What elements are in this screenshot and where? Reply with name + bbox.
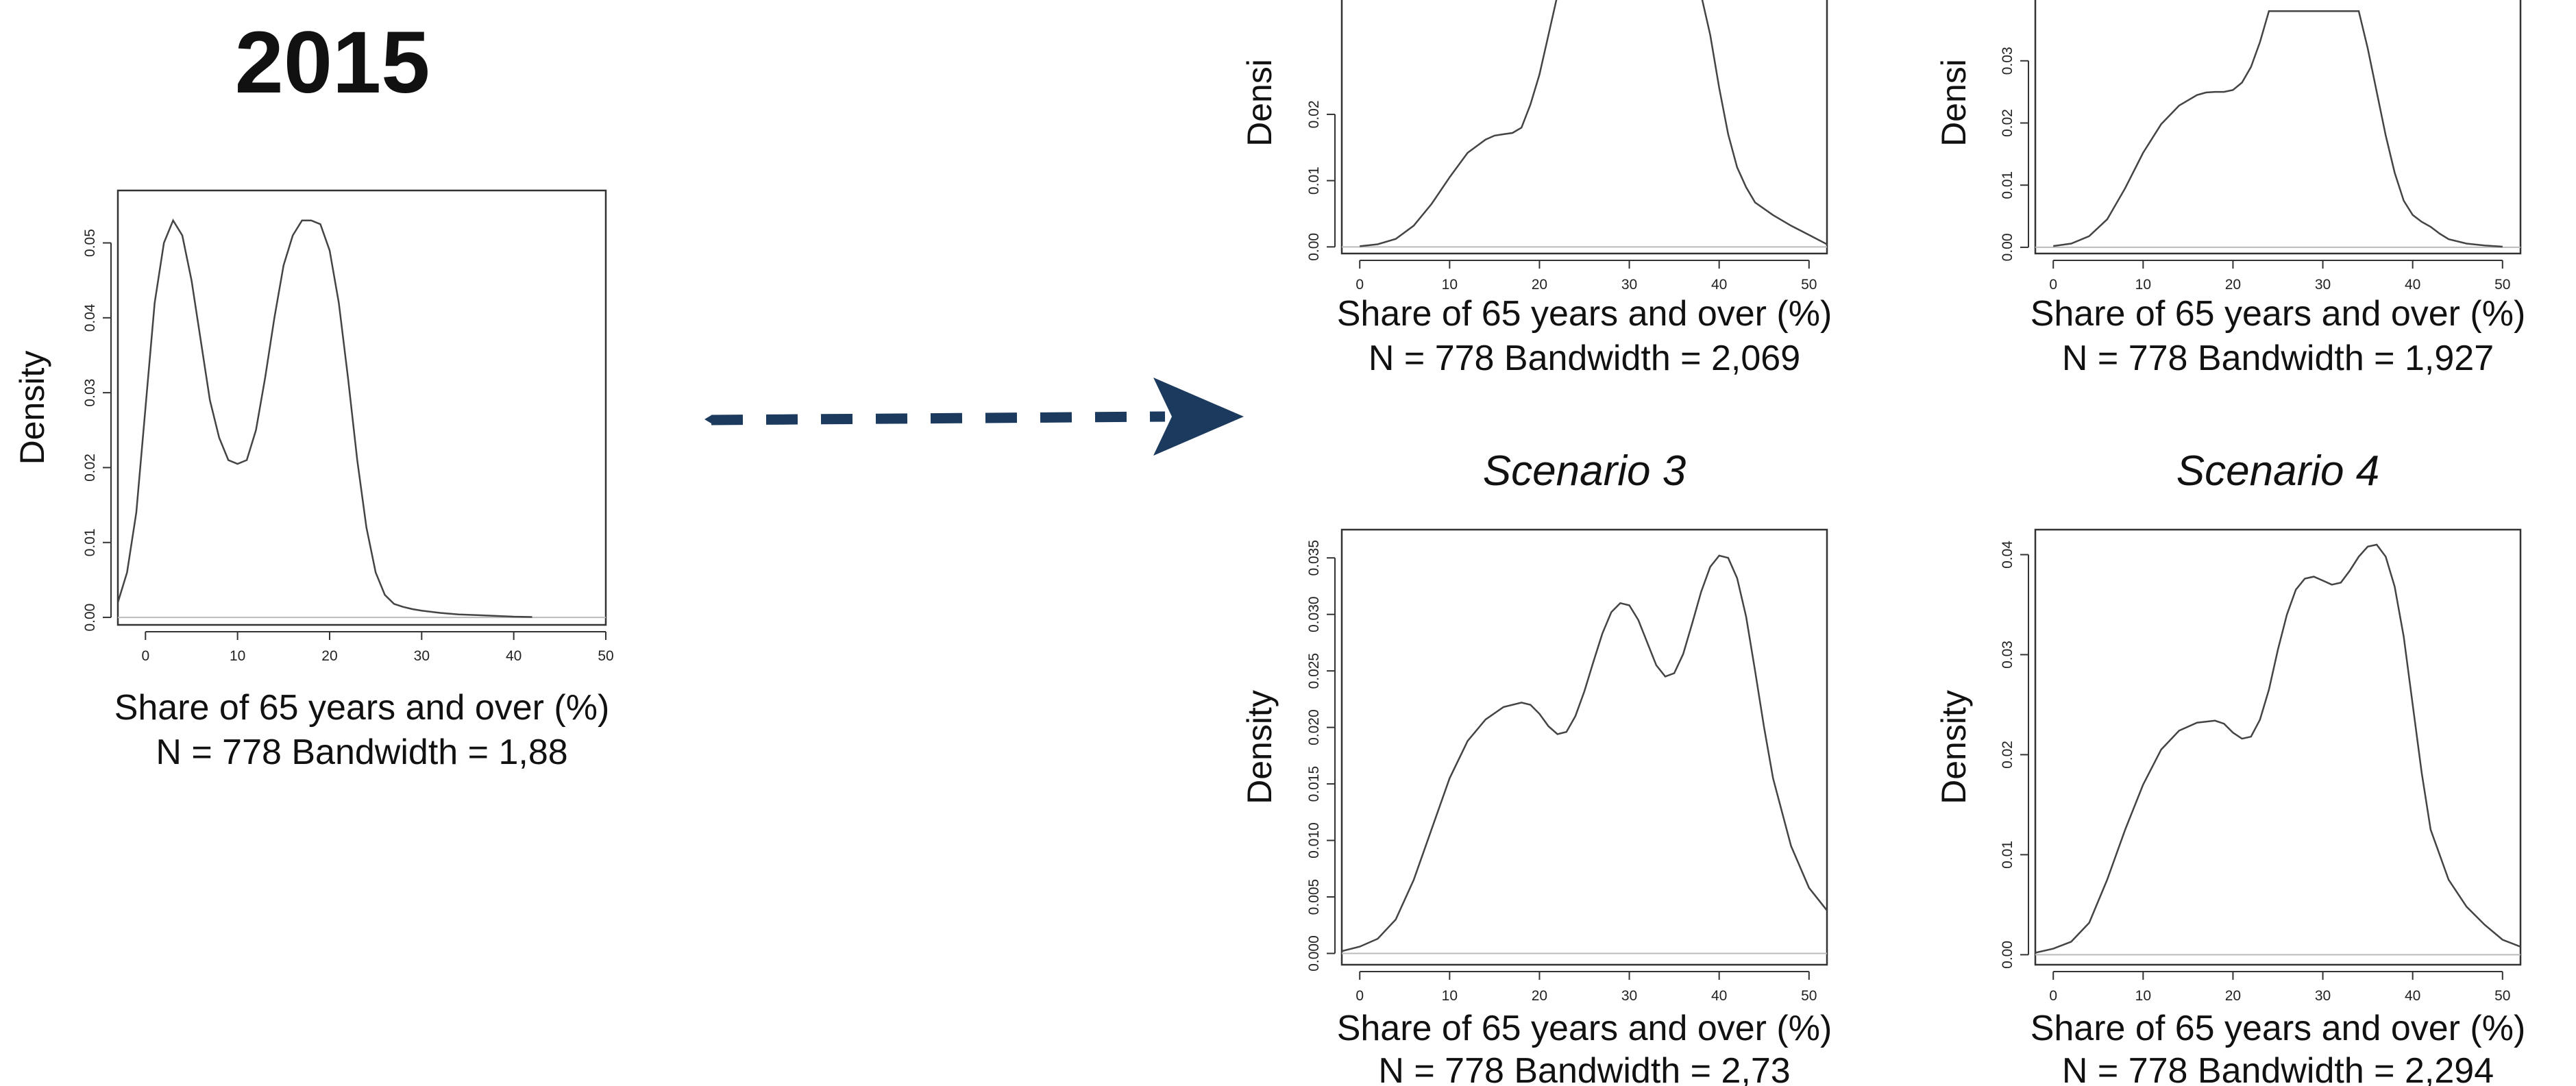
density-curve [2053,10,2503,248]
density-panel-s2: 0 10 20 30 40 50 0.00 0.01 0.02 0.03 Densi Share of… [1935,0,2525,378]
y-tick-label: 0.03 [82,379,98,407]
y-tick-label: 0.035 [1306,540,1322,576]
y-axis-label: Densi [1935,59,1973,147]
scenario-title: Scenario 3 [1483,447,1686,495]
x-tick-label: 0 [1356,277,1364,293]
projection-arrow [704,378,1244,456]
x-axis-label: Share of 65 years and over (%) [114,688,610,728]
bandwidth-subtitle: N = 778 Bandwidth = 2,73 [1378,1051,1790,1086]
x-tick-label: 30 [414,648,430,664]
y-tick-label: 0.010 [1306,822,1322,859]
y-tick-label: 0.00 [82,604,98,632]
y-tick-label: 0.015 [1306,766,1322,802]
x-tick-label: 20 [2225,988,2241,1004]
x-tick-label: 50 [1801,988,1817,1004]
density-curve [118,218,532,618]
y-tick-label: 0.025 [1306,653,1322,689]
x-tick-label: 10 [230,648,245,664]
x-tick-label: 30 [1621,277,1637,293]
density-panel-p2015: 0 10 20 30 40 50 0.00 0.01 0.02 0.03 0.04 0.05 Densi… [13,189,614,772]
x-tick-label: 50 [598,648,613,664]
y-tick-label: 0.01 [1306,166,1322,195]
x-tick-label: 20 [1532,988,1547,1004]
x-tick-label: 0 [2049,277,2057,293]
y-tick-label: 0.02 [82,454,98,482]
y-axis-label: Density [1935,690,1973,804]
bandwidth-subtitle: N = 778 Bandwidth = 2,294 [2062,1051,2494,1086]
x-axis-label: Share of 65 years and over (%) [2031,294,2526,334]
plot-frame [116,189,607,626]
x-tick-label: 40 [2405,277,2420,293]
x-tick-label: 30 [2315,277,2331,293]
density-panel-s4: 0 10 20 30 40 50 0.00 0.01 0.02 0.03 0.04 Density Sh… [1935,447,2525,1086]
y-axis-label: Densi [1240,59,1279,147]
x-tick-label: 40 [506,648,522,664]
x-tick-label: 40 [1711,988,1727,1004]
y-tick-label: 0.01 [2000,841,2015,869]
arrow-head [1153,378,1244,456]
x-tick-label: 0 [141,648,149,664]
plot-frame [2034,528,2522,966]
y-tick-label: 0.00 [2000,941,2015,969]
y-tick-label: 0.03 [2000,641,2015,669]
x-tick-label: 30 [1621,988,1637,1004]
y-tick-label: 0.030 [1306,596,1322,632]
y-tick-label: 0.05 [82,229,98,257]
y-tick-label: 0.000 [1306,935,1322,972]
x-tick-label: 10 [2135,277,2151,293]
bandwidth-subtitle: N = 778 Bandwidth = 1,927 [2062,338,2494,378]
y-tick-label: 0.02 [2000,741,2015,769]
x-tick-label: 40 [2405,988,2420,1004]
x-tick-label: 30 [2315,988,2331,1004]
y-tick-label: 0.02 [1306,100,1322,128]
x-tick-label: 50 [1801,277,1817,293]
x-tick-label: 50 [2494,277,2510,293]
x-tick-label: 20 [2225,277,2241,293]
y-tick-label: 0.04 [82,304,98,332]
y-tick-label: 0.02 [2000,109,2015,137]
y-tick-label: 0.00 [2000,233,2015,261]
x-tick-label: 10 [1442,988,1458,1004]
y-axis-label: Density [13,351,51,465]
main-title: 2015 [235,14,430,112]
plot-frame [1340,0,1828,255]
y-tick-label: 0.01 [82,528,98,556]
x-axis-label: Share of 65 years and over (%) [1337,294,1832,334]
y-tick-label: 0.04 [2000,541,2015,569]
bandwidth-subtitle: N = 778 Bandwidth = 2,069 [1369,338,1800,378]
scenario-title: Scenario 4 [2176,447,2379,495]
y-tick-label: 0.03 [2000,47,2015,75]
x-tick-label: 20 [321,648,337,664]
y-tick-label: 0.005 [1306,879,1322,915]
plot-frame [1340,528,1828,966]
y-tick-label: 0.01 [2000,171,2015,199]
y-axis-label: Density [1240,690,1279,804]
density-panel-s1: 0 10 20 30 40 50 0.00 0.01 0.02 Densi Share of 65 … [1240,0,1832,378]
x-tick-label: 0 [1356,988,1364,1004]
x-tick-label: 40 [1711,277,1727,293]
x-tick-label: 50 [2494,988,2510,1004]
x-tick-label: 0 [2049,988,2057,1004]
bandwidth-subtitle: N = 778 Bandwidth = 1,88 [156,732,567,772]
x-tick-label: 10 [2135,988,2151,1004]
x-axis-label: Share of 65 years and over (%) [2031,1009,2526,1048]
x-axis-label: Share of 65 years and over (%) [1337,1009,1832,1048]
x-tick-label: 10 [1442,277,1458,293]
density-curve [1360,0,1827,247]
x-tick-label: 20 [1532,277,1547,293]
density-curve [1342,554,1827,952]
y-tick-label: 0.020 [1306,709,1322,745]
y-tick-label: 0.00 [1306,233,1322,261]
density-panel-s3: 0 10 20 30 40 50 0.000 0.005 0.010 0.015 0.020 0.02… [1240,447,1832,1086]
plot-frame [2034,0,2522,255]
arrow-tail-marker [704,415,711,423]
density-curve [2035,543,2520,954]
